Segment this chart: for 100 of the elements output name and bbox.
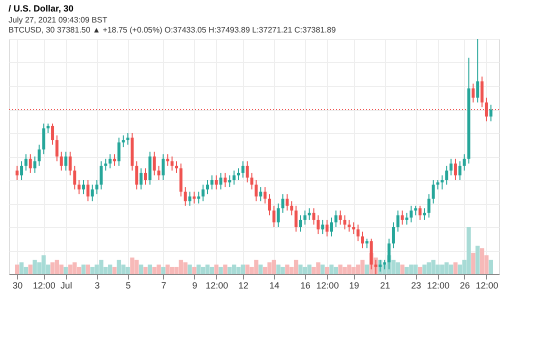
x-tick-label: 12:00 <box>427 280 450 290</box>
bar <box>210 266 214 274</box>
candlestick <box>246 160 249 183</box>
candlestick <box>232 170 236 186</box>
bar <box>236 266 241 274</box>
text: BTCUSD, 30 37381.50 ▲ +18.75 (+0.05%) O:37433.05 H:37493.89 L:37271.21 C:37381.89 <box>8 26 336 34</box>
bar <box>280 266 285 274</box>
candlestick <box>90 184 94 202</box>
candlestick <box>462 154 466 172</box>
bar <box>320 264 325 274</box>
text: July 27, 2021 09:43:09 BST <box>8 16 108 24</box>
candlestick <box>60 151 63 172</box>
x-tick-label: 23 <box>411 280 422 290</box>
candlestick <box>330 217 333 237</box>
bar <box>329 264 334 274</box>
candlestick <box>82 180 86 195</box>
chart-title: / U.S. Dollar, 30 <box>8 4 74 14</box>
bar <box>223 264 228 274</box>
candlestick <box>224 172 227 188</box>
candlestick <box>480 76 484 108</box>
x-tick-label: 26 <box>460 280 470 290</box>
candlestick <box>422 208 426 220</box>
x-tick-label: 12 <box>238 280 248 290</box>
candlestick <box>405 212 408 226</box>
bar <box>192 266 196 274</box>
bar <box>302 266 308 274</box>
bar <box>54 260 60 274</box>
bar <box>116 260 122 274</box>
x-tick-label: 12:00 <box>32 280 56 290</box>
candlestick <box>38 144 41 166</box>
bar <box>258 264 263 274</box>
candlestick <box>254 180 258 202</box>
candlestick <box>192 191 196 204</box>
candlestick <box>16 165 19 180</box>
candlestick <box>95 180 98 195</box>
bar <box>64 266 68 274</box>
bar <box>262 266 268 274</box>
bar <box>15 264 20 274</box>
candlestick <box>476 38 480 103</box>
candlestick <box>427 194 430 218</box>
bar <box>196 264 201 274</box>
bar <box>161 266 166 274</box>
candlestick <box>454 158 457 180</box>
candlestick <box>104 158 108 172</box>
candlestick <box>20 160 24 180</box>
bar <box>183 262 188 274</box>
bar <box>307 264 312 274</box>
candlestick <box>298 214 302 232</box>
candlestick <box>64 151 68 172</box>
bar <box>138 264 144 274</box>
candlestick <box>392 222 395 249</box>
candlestick <box>206 180 210 195</box>
candlestick <box>46 123 50 134</box>
candlestick <box>214 174 218 190</box>
candlestick <box>308 208 311 220</box>
candlestick <box>414 205 418 216</box>
bar <box>426 262 432 274</box>
candlestick <box>472 83 475 103</box>
bar <box>400 264 404 274</box>
candlestick <box>250 172 254 190</box>
x-tick-label: 12:00 <box>476 280 498 290</box>
candlestick <box>100 160 103 190</box>
bar <box>200 266 206 274</box>
candlestick <box>140 168 143 190</box>
candlestick <box>348 219 351 232</box>
bar <box>471 252 476 274</box>
candlestick <box>418 205 422 220</box>
candlestick <box>445 165 448 186</box>
candlestick <box>352 222 356 235</box>
candlestick <box>316 214 320 235</box>
bar <box>298 264 303 274</box>
candlestick <box>294 205 298 232</box>
x-tick-label: 30 <box>12 280 23 290</box>
bar <box>476 246 480 274</box>
candlestick <box>365 238 368 249</box>
candlestick <box>360 231 364 249</box>
bar <box>205 264 210 274</box>
candlestick <box>281 194 284 214</box>
x-tick-label: 9 <box>192 280 198 290</box>
candlestick <box>126 132 130 146</box>
x-tick-label: 19 <box>349 280 360 290</box>
bar <box>170 266 174 274</box>
bar <box>272 260 276 274</box>
candlestick <box>210 174 214 190</box>
bar <box>166 264 170 274</box>
bar <box>28 264 32 274</box>
x-tick-label: 21 <box>380 280 390 290</box>
candlestick <box>152 151 156 176</box>
bar <box>148 264 152 274</box>
candlestick <box>312 208 316 226</box>
candlestick <box>148 151 152 186</box>
candlestick <box>157 165 160 180</box>
candlestick <box>237 168 240 180</box>
bar <box>488 260 493 274</box>
candlestick <box>228 174 232 188</box>
bar <box>418 266 422 274</box>
candlestick <box>489 104 492 122</box>
bar <box>81 264 86 274</box>
candlestick <box>338 210 342 226</box>
candlestick <box>219 172 222 190</box>
